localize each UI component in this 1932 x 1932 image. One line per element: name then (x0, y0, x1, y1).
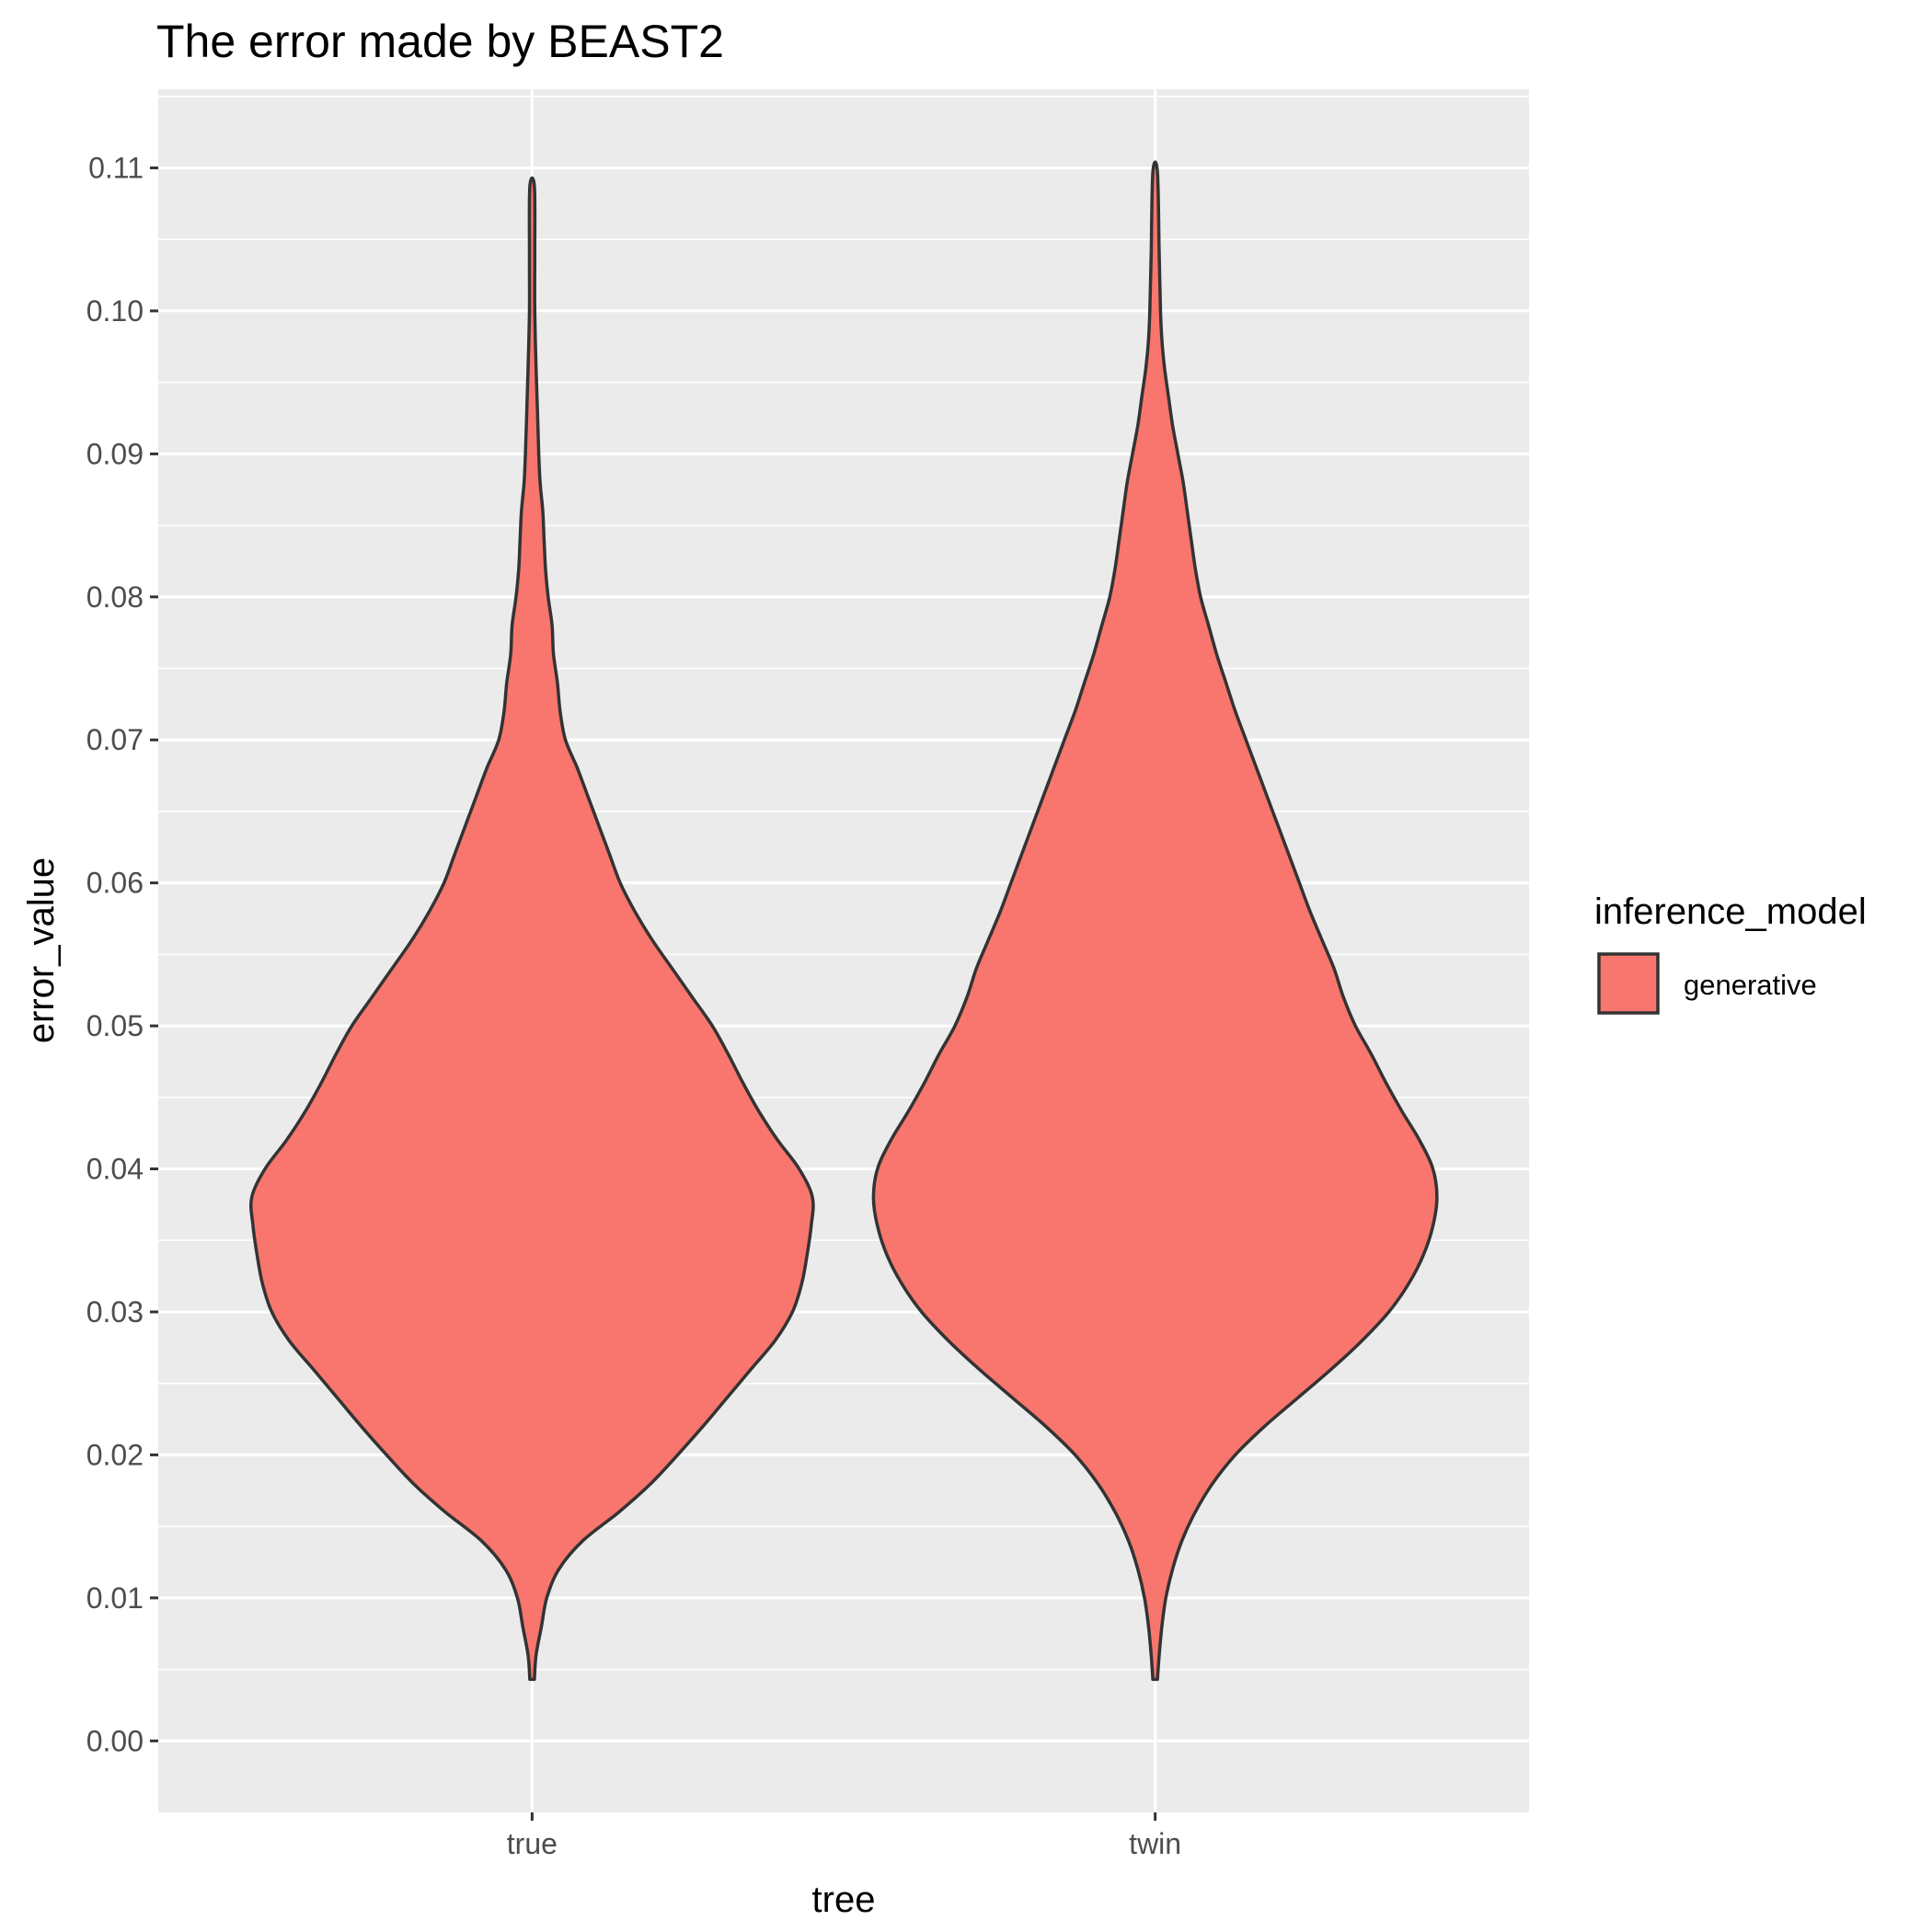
y-tick-label: 0.11 (88, 151, 144, 184)
y-axis-title: error_value (21, 857, 62, 1043)
legend-title: inference_model (1594, 891, 1867, 932)
x-axis-title: tree (812, 1880, 876, 1920)
legend-label-generative: generative (1684, 969, 1817, 1001)
y-tick-label: 0.05 (86, 1009, 144, 1042)
x-tick-label-twin: twin (1129, 1827, 1181, 1860)
y-tick-label: 0.04 (86, 1153, 144, 1186)
violin-true (249, 176, 815, 1682)
x-tick-label-true: true (507, 1827, 558, 1860)
chart-title: The error made by BEAST2 (156, 16, 724, 67)
y-tick-label: 0.02 (86, 1438, 144, 1471)
violin-twin (871, 160, 1439, 1682)
y-tick-label: 0.07 (86, 723, 144, 756)
x-axis: true twin (507, 1812, 1181, 1860)
y-tick-label: 0.08 (86, 581, 144, 614)
y-tick-label: 0.06 (86, 867, 144, 900)
legend: inference_model generative (1594, 891, 1867, 1015)
y-tick-label: 0.09 (86, 437, 144, 470)
y-axis: 0.00 0.01 0.02 0.03 0.04 0.05 0.06 0.07 0.08 0.09… (86, 151, 158, 1757)
y-tick-label: 0.03 (86, 1295, 144, 1328)
violin-layer (249, 160, 1439, 1682)
legend-key-generative (1597, 952, 1660, 1015)
y-tick-label: 0.01 (86, 1581, 144, 1615)
y-tick-label: 0.00 (86, 1724, 144, 1757)
y-tick-label: 0.10 (86, 294, 144, 328)
